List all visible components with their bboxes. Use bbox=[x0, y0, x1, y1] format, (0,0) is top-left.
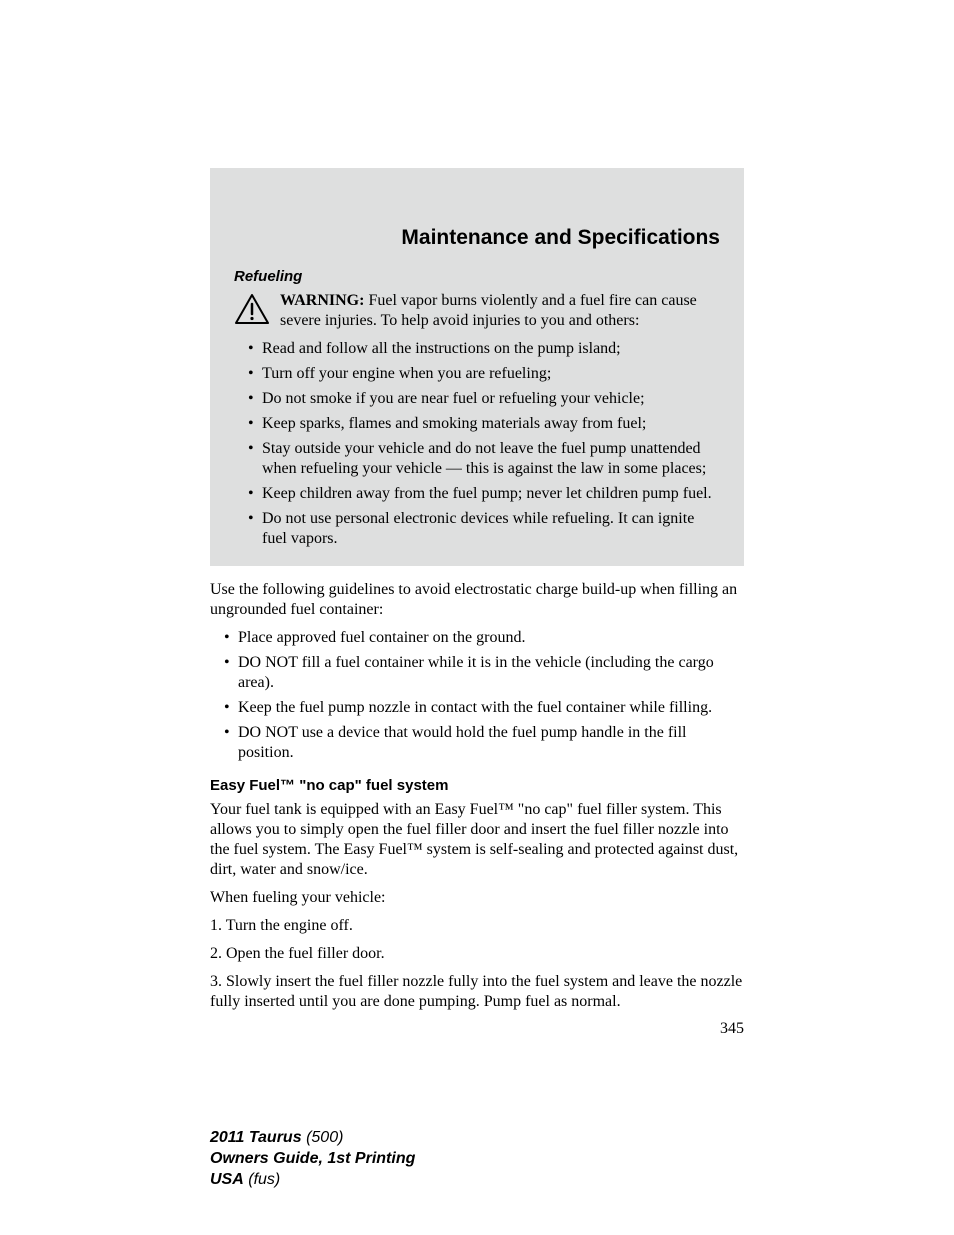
step-3: 3. Slowly insert the fuel filler nozzle … bbox=[210, 972, 744, 1012]
warning-label: WARNING: bbox=[280, 292, 364, 309]
list-item: Place approved fuel container on the gro… bbox=[224, 628, 744, 648]
warning-box: Maintenance and Specifications Refueling… bbox=[210, 168, 744, 566]
footer-guide: Owners Guide, 1st Printing bbox=[210, 1149, 415, 1170]
easy-fuel-heading: Easy Fuel™ "no cap" fuel system bbox=[210, 777, 744, 794]
easy-fuel-para2: When fueling your vehicle: bbox=[210, 888, 744, 908]
list-item: Keep the fuel pump nozzle in contact wit… bbox=[224, 698, 744, 718]
electrostatic-intro: Use the following guidelines to avoid el… bbox=[210, 580, 744, 620]
footer-region: USA bbox=[210, 1171, 244, 1188]
warning-bullets: Read and follow all the instructions on … bbox=[234, 339, 720, 549]
footer-model-code: (500) bbox=[306, 1129, 343, 1146]
refueling-subheading: Refueling bbox=[234, 268, 720, 285]
warning-triangle-icon bbox=[234, 293, 270, 325]
manual-page: Maintenance and Specifications Refueling… bbox=[210, 168, 744, 1038]
list-item: Keep sparks, flames and smoking material… bbox=[248, 414, 720, 434]
list-item: DO NOT fill a fuel container while it is… bbox=[224, 653, 744, 693]
footer-region-code: (fus) bbox=[248, 1171, 280, 1188]
warning-row: WARNING: Fuel vapor burns violently and … bbox=[234, 291, 720, 331]
list-item: DO NOT use a device that would hold the … bbox=[224, 723, 744, 763]
section-title: Maintenance and Specifications bbox=[234, 226, 720, 250]
list-item: Do not smoke if you are near fuel or ref… bbox=[248, 389, 720, 409]
list-item: Do not use personal electronic devices w… bbox=[248, 509, 720, 549]
footer: 2011 Taurus (500) Owners Guide, 1st Prin… bbox=[210, 1128, 415, 1190]
list-item: Read and follow all the instructions on … bbox=[248, 339, 720, 359]
warning-text: WARNING: Fuel vapor burns violently and … bbox=[280, 291, 720, 331]
footer-model: 2011 Taurus bbox=[210, 1129, 302, 1146]
page-number: 345 bbox=[210, 1020, 744, 1038]
list-item: Stay outside your vehicle and do not lea… bbox=[248, 439, 720, 479]
step-2: 2. Open the fuel filler door. bbox=[210, 944, 744, 964]
guidelines-bullets: Place approved fuel container on the gro… bbox=[210, 628, 744, 763]
list-item: Turn off your engine when you are refuel… bbox=[248, 364, 720, 384]
easy-fuel-para1: Your fuel tank is equipped with an Easy … bbox=[210, 800, 744, 880]
list-item: Keep children away from the fuel pump; n… bbox=[248, 484, 720, 504]
step-1: 1. Turn the engine off. bbox=[210, 916, 744, 936]
